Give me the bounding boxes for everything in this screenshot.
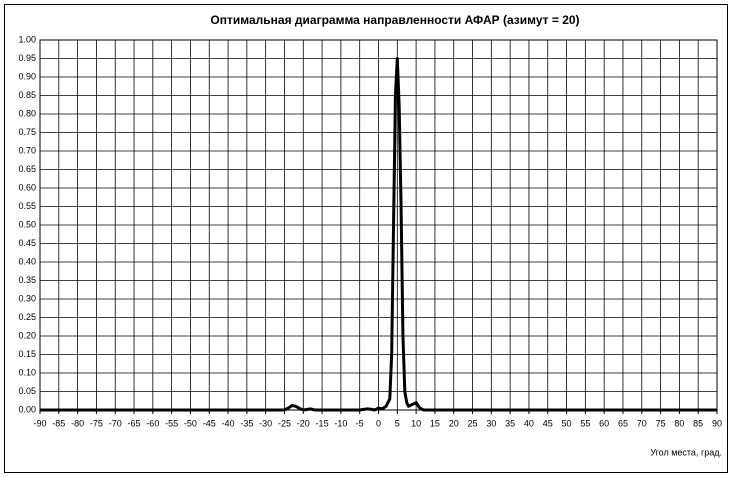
x-tick-label: 85	[693, 418, 703, 428]
y-tick-label: 0.45	[18, 238, 36, 248]
y-tick-label: 0.60	[18, 182, 36, 192]
y-tick-label: 0.25	[18, 312, 36, 322]
x-tick-label: 25	[468, 418, 478, 428]
x-tick-label: -75	[90, 418, 103, 428]
x-tick-label: -30	[259, 418, 272, 428]
x-tick-label: 65	[618, 418, 628, 428]
x-tick-label: 45	[543, 418, 553, 428]
y-tick-label: 0.75	[18, 127, 36, 137]
x-tick-label: 75	[656, 418, 666, 428]
y-tick-label: 0.40	[18, 256, 36, 266]
y-tick-label: 0.50	[18, 219, 36, 229]
x-tick-label: -55	[165, 418, 178, 428]
y-tick-label: 0.55	[18, 201, 36, 211]
x-tick-label: -35	[240, 418, 253, 428]
x-tick-label: -25	[278, 418, 291, 428]
y-tick-label: 1.00	[18, 34, 36, 44]
x-tick-label: 40	[524, 418, 534, 428]
y-tick-label: 0.65	[18, 164, 36, 174]
y-tick-label: 0.00	[18, 404, 36, 414]
x-tick-label: -70	[109, 418, 122, 428]
y-tick-label: 0.10	[18, 367, 36, 377]
y-tick-label: 0.95	[18, 53, 36, 63]
x-tick-label: -20	[297, 418, 310, 428]
x-tick-label: 80	[674, 418, 684, 428]
x-tick-label: 10	[411, 418, 421, 428]
x-tick-label: -40	[222, 418, 235, 428]
data-line	[40, 57, 717, 412]
x-tick-label: 60	[599, 418, 609, 428]
x-tick-label: 90	[712, 418, 722, 428]
x-tick-label: -50	[184, 418, 197, 428]
x-tick-label: -15	[316, 418, 329, 428]
x-tick-label: -80	[71, 418, 84, 428]
x-tick-label: 30	[486, 418, 496, 428]
x-tick-label: 55	[580, 418, 590, 428]
y-tick-label: 0.20	[18, 330, 36, 340]
x-tick-label: 5	[395, 418, 400, 428]
x-tick-label: -45	[203, 418, 216, 428]
y-tick-label: 0.15	[18, 349, 36, 359]
x-tick-label: -65	[128, 418, 141, 428]
y-tick-label: 0.70	[18, 145, 36, 155]
y-tick-label: 0.30	[18, 293, 36, 303]
x-tick-label: 70	[637, 418, 647, 428]
x-tick-label: -10	[334, 418, 347, 428]
x-tick-label: -90	[33, 418, 46, 428]
x-tick-label: 35	[505, 418, 515, 428]
chart-title: Оптимальная диаграмма направленности АФА…	[210, 13, 579, 27]
x-tick-label: 20	[449, 418, 459, 428]
x-axis-label: Угол места, град.	[650, 447, 722, 457]
y-tick-label: 0.35	[18, 275, 36, 285]
y-tick-label: 0.05	[18, 386, 36, 396]
x-tick-label: 15	[430, 418, 440, 428]
x-tick-label: 50	[562, 418, 572, 428]
y-tick-label: 0.85	[18, 90, 36, 100]
y-tick-label: 0.90	[18, 71, 36, 81]
x-tick-label: 0	[376, 418, 381, 428]
y-tick-label: 0.80	[18, 108, 36, 118]
x-tick-label: -85	[52, 418, 65, 428]
x-tick-label: -5	[356, 418, 364, 428]
x-tick-label: -60	[146, 418, 159, 428]
